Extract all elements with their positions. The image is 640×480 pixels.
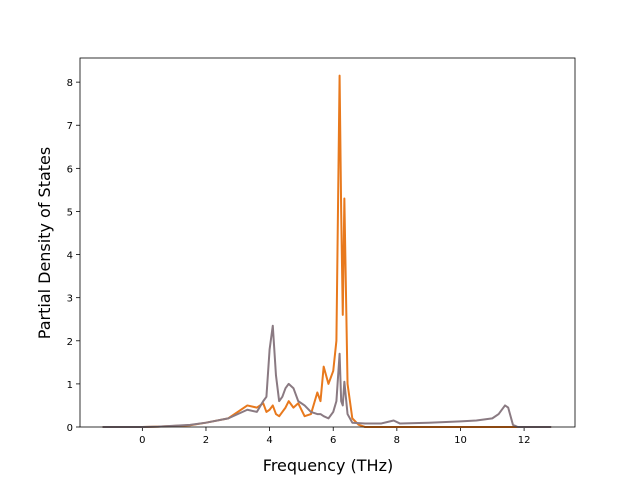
y-tick-label: 3 bbox=[67, 294, 73, 305]
x-tick-label: 10 bbox=[454, 435, 467, 446]
y-tick-label: 4 bbox=[67, 251, 73, 262]
y-tick-label: 5 bbox=[67, 207, 73, 218]
y-axis-label: Partial Density of States bbox=[35, 147, 54, 339]
y-tick-label: 1 bbox=[67, 380, 73, 391]
plot-frame bbox=[79, 57, 576, 428]
y-tick-label: 8 bbox=[67, 78, 73, 89]
y-tick-label: 2 bbox=[67, 337, 73, 348]
x-tick-label: 6 bbox=[330, 435, 336, 446]
y-tick-label: 7 bbox=[67, 121, 73, 132]
x-axis-label: Frequency (THz) bbox=[263, 456, 393, 475]
y-tick-label: 0 bbox=[67, 423, 73, 434]
x-tick-label: 2 bbox=[203, 435, 209, 446]
data-line bbox=[102, 74, 552, 428]
data-line bbox=[102, 324, 552, 428]
x-tick-label: 4 bbox=[266, 435, 272, 446]
x-tick-label: 12 bbox=[518, 435, 531, 446]
y-tick-label: 6 bbox=[67, 164, 73, 175]
x-tick-label: 0 bbox=[139, 435, 145, 446]
x-tick-label: 8 bbox=[394, 435, 400, 446]
